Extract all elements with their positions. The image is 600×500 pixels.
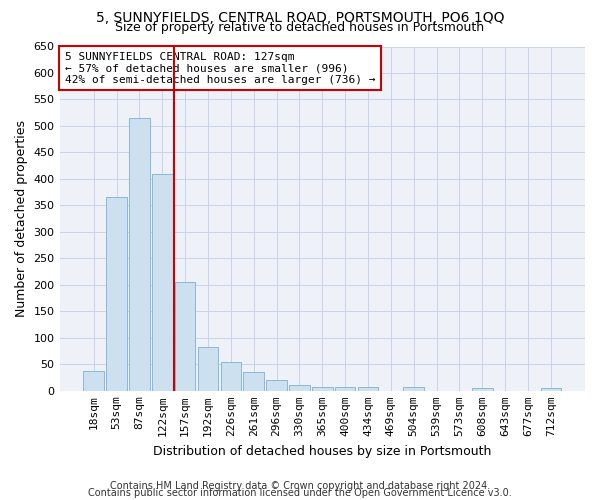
Bar <box>106 198 127 391</box>
Bar <box>541 388 561 391</box>
Bar <box>129 118 150 391</box>
Bar <box>312 386 332 391</box>
Bar <box>152 174 173 391</box>
Text: Size of property relative to detached houses in Portsmouth: Size of property relative to detached ho… <box>115 21 485 34</box>
Bar <box>358 386 378 391</box>
Bar <box>335 386 355 391</box>
Text: 5, SUNNYFIELDS, CENTRAL ROAD, PORTSMOUTH, PO6 1QQ: 5, SUNNYFIELDS, CENTRAL ROAD, PORTSMOUTH… <box>96 11 504 25</box>
Text: Contains public sector information licensed under the Open Government Licence v3: Contains public sector information licen… <box>88 488 512 498</box>
Bar <box>403 386 424 391</box>
Bar <box>289 385 310 391</box>
Text: Contains HM Land Registry data © Crown copyright and database right 2024.: Contains HM Land Registry data © Crown c… <box>110 481 490 491</box>
Bar <box>83 370 104 391</box>
X-axis label: Distribution of detached houses by size in Portsmouth: Distribution of detached houses by size … <box>153 444 491 458</box>
Bar <box>266 380 287 391</box>
Bar <box>221 362 241 391</box>
Bar <box>472 388 493 391</box>
Text: 5 SUNNYFIELDS CENTRAL ROAD: 127sqm
← 57% of detached houses are smaller (996)
42: 5 SUNNYFIELDS CENTRAL ROAD: 127sqm ← 57%… <box>65 52 375 85</box>
Bar <box>198 347 218 391</box>
Bar <box>175 282 196 391</box>
Bar <box>244 372 264 391</box>
Y-axis label: Number of detached properties: Number of detached properties <box>15 120 28 317</box>
